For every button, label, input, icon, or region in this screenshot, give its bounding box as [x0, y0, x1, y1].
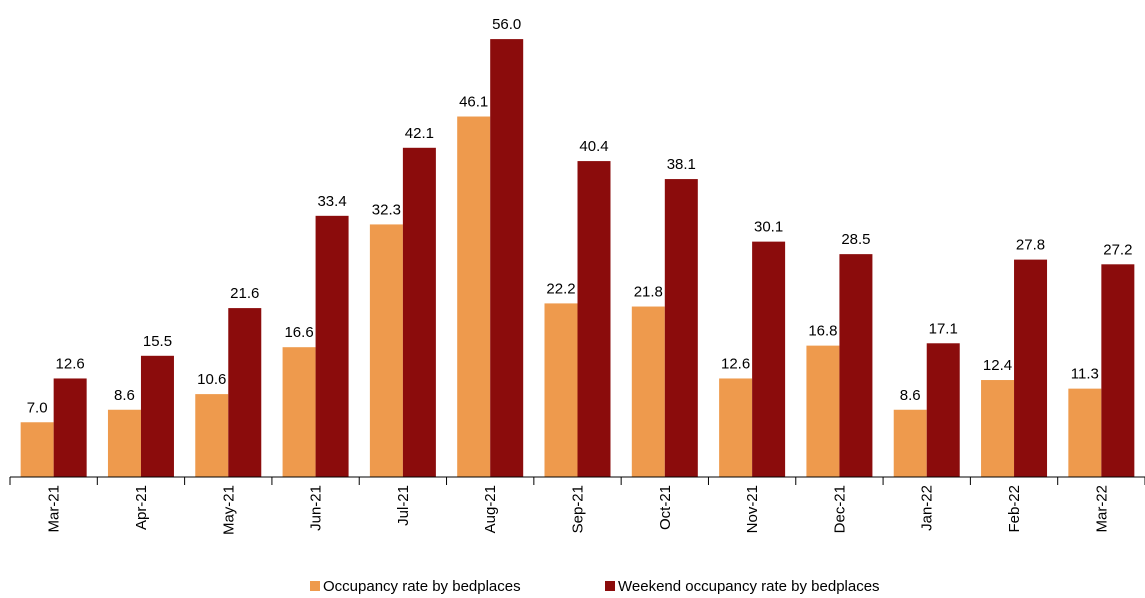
bar	[402, 147, 436, 477]
data-label: 17.1	[929, 320, 958, 337]
bar	[20, 422, 54, 477]
bar	[577, 161, 611, 477]
bar	[544, 303, 578, 477]
x-tick-label: Oct-21	[657, 485, 674, 530]
bar	[490, 39, 524, 478]
x-tick-label: Jun-21	[308, 485, 325, 531]
data-label: 11.3	[1071, 366, 1099, 383]
data-label: 56.0	[492, 16, 521, 33]
x-tick-label: Sep-21	[570, 485, 587, 533]
data-label: 42.1	[405, 125, 434, 142]
data-label: 28.5	[841, 231, 870, 248]
legend-label: Occupancy rate by bedplaces	[323, 578, 521, 595]
legend-swatch	[605, 581, 615, 591]
bar	[369, 224, 403, 477]
bar	[1014, 259, 1048, 477]
bar	[140, 355, 174, 477]
x-tick-label: May-21	[220, 485, 237, 535]
data-label: 21.6	[230, 285, 259, 302]
bar	[631, 306, 665, 477]
x-tick-label: Dec-21	[831, 485, 848, 533]
data-label: 27.8	[1016, 237, 1045, 254]
x-tick-label: Mar-22	[1093, 485, 1110, 533]
data-label: 12.4	[983, 357, 1012, 374]
bar	[752, 241, 786, 477]
data-label: 16.8	[808, 323, 837, 340]
bar	[282, 347, 316, 477]
bar	[457, 116, 491, 477]
data-label: 12.6	[56, 355, 85, 372]
data-label: 33.4	[317, 193, 346, 210]
data-label: 46.1	[459, 94, 488, 111]
data-label: 30.1	[754, 219, 783, 236]
x-tick-label: Apr-21	[133, 485, 150, 530]
data-label: 38.1	[667, 156, 696, 173]
bar	[1101, 264, 1135, 477]
bar	[315, 215, 349, 478]
data-label: 22.2	[546, 280, 575, 297]
x-tick-label: Feb-22	[1006, 485, 1023, 533]
bar	[893, 409, 927, 477]
bar	[53, 378, 87, 477]
data-label: 12.6	[721, 355, 750, 372]
data-label: 15.5	[143, 333, 172, 350]
x-tick-label: Mar-21	[46, 485, 63, 533]
data-label: 32.3	[372, 201, 401, 218]
bar	[228, 308, 262, 477]
data-label: 27.2	[1103, 241, 1132, 258]
data-label: 8.6	[900, 387, 921, 404]
bar	[195, 394, 229, 477]
data-label: 16.6	[284, 324, 313, 341]
x-tick-label: Jan-22	[919, 485, 936, 531]
bar	[107, 409, 141, 477]
x-tick-label: Aug-21	[482, 485, 499, 533]
x-tick-label: Jul-21	[395, 485, 412, 526]
data-label: 21.8	[634, 284, 663, 301]
legend-label: Weekend occupancy rate by bedplaces	[618, 578, 880, 595]
bar	[839, 254, 873, 477]
bar	[926, 343, 960, 477]
data-label: 40.4	[579, 138, 608, 155]
legend-swatch	[310, 581, 320, 591]
data-label: 10.6	[197, 371, 226, 388]
bar	[806, 345, 840, 477]
bar	[1068, 388, 1102, 477]
bar	[719, 378, 753, 477]
data-label: 8.6	[114, 387, 135, 404]
bar	[981, 380, 1015, 477]
bar	[664, 179, 698, 477]
x-tick-label: Nov-21	[744, 485, 761, 533]
data-label: 7.0	[27, 399, 48, 416]
